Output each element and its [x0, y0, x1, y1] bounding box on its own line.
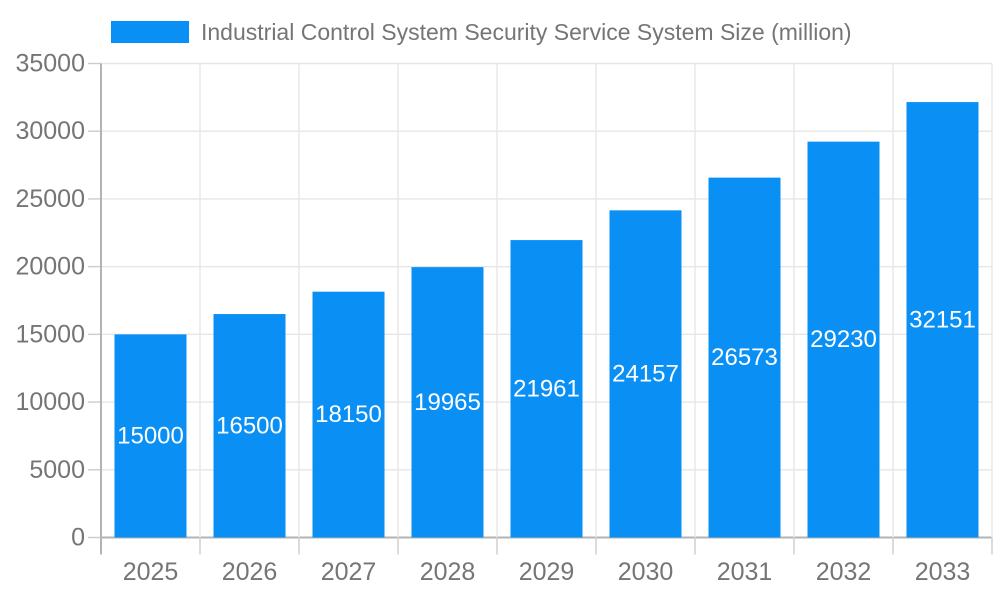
x-axis-label: 2028	[420, 558, 476, 586]
bar-value-label: 18150	[315, 401, 382, 428]
bar-2026[interactable]	[213, 314, 286, 538]
x-axis-label: 2032	[816, 558, 872, 586]
bar-2027[interactable]	[312, 291, 385, 538]
y-axis-label: 30000	[15, 117, 85, 145]
x-axis-label: 2029	[519, 558, 575, 586]
y-axis-label: 5000	[29, 456, 85, 484]
y-axis-label: 35000	[15, 50, 85, 78]
bar-value-label: 19965	[414, 389, 481, 416]
x-axis-label: 2027	[321, 558, 377, 586]
bar-value-label: 29230	[810, 326, 877, 353]
bar-2028[interactable]	[411, 267, 484, 538]
bar-2033[interactable]	[906, 102, 979, 538]
y-axis-label: 15000	[15, 320, 85, 348]
legend-swatch	[111, 21, 189, 43]
bar-value-label: 26573	[711, 344, 778, 371]
x-axis-label: 2026	[222, 558, 278, 586]
bar-value-label: 24157	[612, 360, 679, 387]
legend-label: Industrial Control System Security Servi…	[201, 18, 852, 45]
legend-item[interactable]: Industrial Control System Security Servi…	[111, 18, 852, 45]
bar-value-label: 16500	[216, 412, 283, 439]
bar-2031[interactable]	[708, 177, 781, 538]
x-axis-label: 2025	[123, 558, 179, 586]
bar-2032[interactable]	[807, 141, 880, 538]
y-axis-label: 0	[71, 524, 85, 552]
y-axis-label: 10000	[15, 388, 85, 416]
x-axis-label: 2031	[717, 558, 773, 586]
bar-2030[interactable]	[609, 210, 682, 538]
x-axis-label: 2033	[915, 558, 971, 586]
y-axis-label: 25000	[15, 185, 85, 213]
bar-value-label: 21961	[513, 375, 580, 402]
y-axis-label: 20000	[15, 253, 85, 281]
bar-value-label: 15000	[117, 422, 184, 449]
bar-value-label: 32151	[909, 306, 976, 333]
x-axis-label: 2030	[618, 558, 674, 586]
bar-2029[interactable]	[510, 240, 583, 538]
bar-2025[interactable]	[114, 334, 187, 538]
